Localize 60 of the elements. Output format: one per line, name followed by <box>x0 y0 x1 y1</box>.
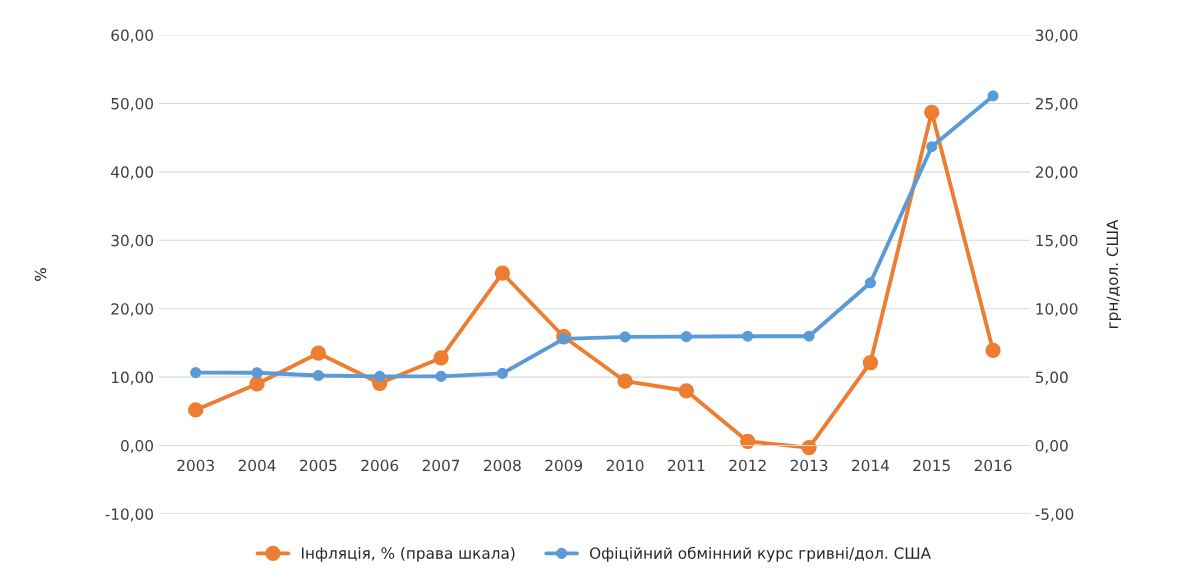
point <box>987 90 999 102</box>
x-tick-label: 2008 <box>484 459 521 472</box>
y-tick-label: 10,00 <box>111 371 154 385</box>
point <box>926 141 938 153</box>
point <box>374 370 386 382</box>
y2-tick-label: 0,00 <box>1035 439 1068 454</box>
point <box>680 331 692 343</box>
y-tick-label: 0,00 <box>121 439 154 454</box>
x-tick-label: 2007 <box>422 459 460 472</box>
y2-tick-label: 10,00 <box>1036 303 1078 317</box>
point <box>742 330 754 342</box>
x-tick-label: 2004 <box>238 459 276 472</box>
point <box>924 104 940 120</box>
y-tick-label: -10,00 <box>105 508 154 522</box>
y2-tick-label: -5,00 <box>1035 508 1074 522</box>
y2-tick-label: 30,00 <box>1035 29 1078 43</box>
legend-label: Офіційний обмінний курс гривні/дол. США <box>589 546 931 562</box>
point <box>249 376 265 392</box>
point <box>864 277 876 289</box>
point <box>740 433 756 450</box>
x-tick-label: 2010 <box>606 459 644 472</box>
y-tick-label: 50,00 <box>111 97 154 112</box>
x-tick-label: 2016 <box>974 459 1012 472</box>
point <box>251 367 263 379</box>
point <box>617 373 633 389</box>
y-axis-title: % <box>34 268 47 281</box>
y2-tick-label: 15,00 <box>1036 234 1078 248</box>
point <box>433 350 449 366</box>
x-tick-label: 2012 <box>729 459 766 472</box>
x-tick-label: 2005 <box>300 459 337 472</box>
y-tick-label: 20,00 <box>111 303 154 317</box>
point <box>803 330 815 342</box>
point <box>985 342 1001 359</box>
x-tick-label: 2014 <box>852 459 889 472</box>
x-tick-label: 2015 <box>913 459 950 472</box>
x-tick-label: 2009 <box>545 459 583 472</box>
point <box>619 331 631 343</box>
point <box>190 367 202 379</box>
point <box>435 370 447 382</box>
point <box>312 369 324 382</box>
y-tick-label: 40,00 <box>111 166 154 180</box>
x-tick-label: 2013 <box>790 459 828 472</box>
x-tick-label: 2003 <box>177 459 214 472</box>
point <box>678 383 695 399</box>
point <box>188 402 204 418</box>
point <box>494 265 511 281</box>
x-tick-label: 2006 <box>361 459 399 472</box>
legend-label: Інфляція, % (права шкала) <box>301 547 515 562</box>
y-tick-label: 30,00 <box>111 234 154 248</box>
point <box>496 367 508 379</box>
y2-axis-title: грн/дол. США <box>1106 219 1122 328</box>
y-tick-label: 60,00 <box>111 29 154 43</box>
x-tick-label: 2011 <box>668 459 705 472</box>
point <box>801 439 817 456</box>
y2-tick-label: 5,00 <box>1035 371 1068 385</box>
y2-tick-label: 20,00 <box>1035 166 1078 180</box>
y2-tick-label: 25,00 <box>1035 97 1078 112</box>
point <box>558 333 570 345</box>
point <box>310 345 327 361</box>
point <box>862 355 879 371</box>
